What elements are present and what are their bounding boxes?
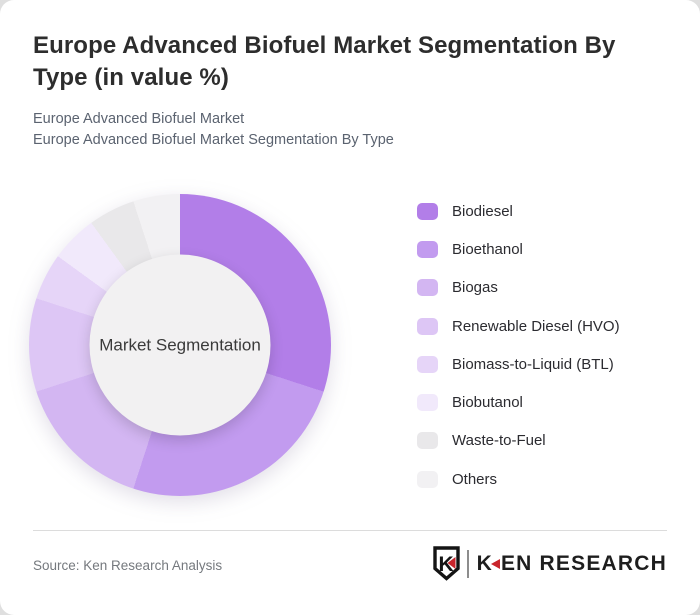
legend-swatch bbox=[417, 355, 438, 373]
legend-label: Biobutanol bbox=[452, 394, 523, 412]
donut-chart-area: Market Segmentation bbox=[29, 194, 331, 496]
legend-item-waste-to-fuel[interactable]: Waste-to-Fuel bbox=[417, 422, 620, 460]
wordmark-k: K bbox=[476, 551, 493, 575]
legend-swatch bbox=[417, 432, 438, 450]
legend-swatch bbox=[417, 240, 438, 258]
legend-swatch bbox=[417, 317, 438, 335]
legend-item-biogas[interactable]: Biogas bbox=[417, 269, 620, 307]
logo-divider bbox=[466, 549, 469, 578]
legend-label: Biomass-to-Liquid (BTL) bbox=[452, 355, 614, 373]
wordmark-rest: EN RESEARCH bbox=[500, 551, 667, 575]
legend-label: Others bbox=[452, 470, 498, 488]
legend-label: Biogas bbox=[452, 279, 498, 297]
legend-item-biobutanol[interactable]: Biobutanol bbox=[417, 383, 620, 421]
legend-swatch bbox=[417, 470, 438, 488]
legend-item-bioethanol[interactable]: Bioethanol bbox=[417, 230, 620, 268]
legend-swatch bbox=[417, 394, 438, 412]
page-title: Europe Advanced Biofuel Market Segmentat… bbox=[33, 32, 616, 91]
source-note: Source: Ken Research Analysis bbox=[33, 558, 223, 573]
legend-swatch bbox=[417, 202, 438, 220]
wordmark-red-triangle-icon bbox=[490, 558, 500, 569]
ken-research-shield-icon: K bbox=[432, 546, 460, 581]
shield-red-triangle-icon bbox=[447, 557, 456, 569]
ken-research-logo: K K EN RESEARCH bbox=[432, 546, 667, 581]
legend-label: Biodiesel bbox=[452, 202, 513, 220]
svg-text:K: K bbox=[438, 553, 453, 576]
legend-swatch bbox=[417, 279, 438, 297]
legend-label: Bioethanol bbox=[452, 240, 523, 258]
legend-item-others[interactable]: Others bbox=[417, 460, 620, 498]
legend-label: Waste-to-Fuel bbox=[452, 432, 546, 450]
subtitle-line-2: Europe Advanced Biofuel Market Segmentat… bbox=[33, 132, 394, 148]
legend-item-biomass-to-liquid-btl[interactable]: Biomass-to-Liquid (BTL) bbox=[417, 345, 620, 383]
ken-research-wordmark: K EN RESEARCH bbox=[477, 552, 667, 576]
donut-center: Market Segmentation bbox=[89, 254, 271, 436]
donut-center-label: Market Segmentation bbox=[99, 335, 261, 354]
chart-legend: Biodiesel Bioethanol Biogas Renewable Diese… bbox=[417, 192, 620, 498]
subtitle-line-1: Europe Advanced Biofuel Market bbox=[33, 111, 245, 127]
legend-item-biodiesel[interactable]: Biodiesel bbox=[417, 192, 620, 230]
chart-subtitles: Europe Advanced Biofuel Market Europe Ad… bbox=[33, 109, 394, 151]
legend-item-renewable-diesel-hvo[interactable]: Renewable Diesel (HVO) bbox=[417, 307, 620, 345]
legend-label: Renewable Diesel (HVO) bbox=[452, 317, 620, 335]
footer-divider bbox=[33, 530, 667, 531]
